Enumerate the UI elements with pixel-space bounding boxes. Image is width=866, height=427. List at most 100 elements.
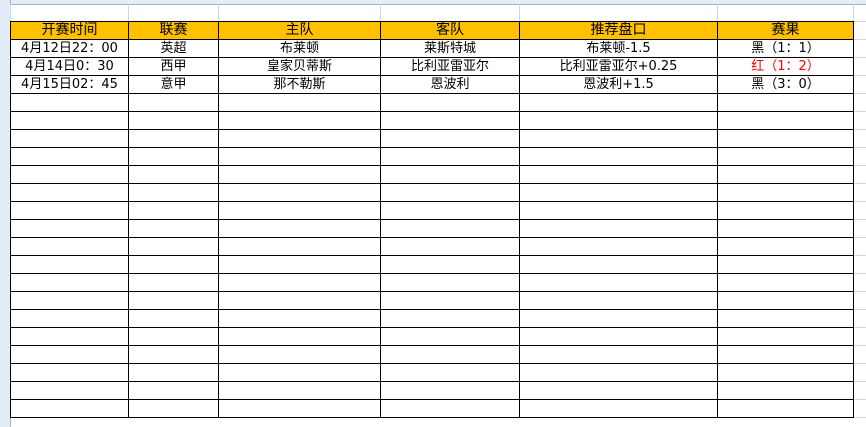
empty-cell[interactable] (717, 255, 854, 274)
empty-cell[interactable] (10, 219, 129, 238)
empty-cell[interactable] (128, 345, 219, 364)
empty-cell[interactable] (10, 129, 129, 148)
empty-cell[interactable] (128, 129, 219, 148)
empty-cell[interactable] (717, 237, 854, 256)
empty-cell[interactable] (10, 255, 129, 274)
empty-cell[interactable] (519, 129, 718, 148)
empty-cell[interactable] (519, 327, 718, 346)
empty-cell[interactable] (218, 93, 381, 112)
empty-cell[interactable] (128, 309, 219, 328)
empty-cell[interactable] (717, 183, 854, 202)
cell-time[interactable]: 4月15日02：45 (10, 75, 129, 94)
cell-home[interactable]: 皇家贝蒂斯 (218, 57, 381, 76)
empty-cell[interactable] (380, 255, 520, 274)
empty-cell[interactable] (519, 183, 718, 202)
empty-cell[interactable] (128, 165, 219, 184)
empty-cell[interactable] (519, 273, 718, 292)
empty-cell[interactable] (10, 327, 129, 346)
empty-cell[interactable] (128, 399, 219, 418)
empty-cell[interactable] (380, 111, 520, 130)
empty-cell[interactable] (218, 309, 381, 328)
cell-away[interactable]: 恩波利 (380, 75, 520, 94)
empty-cell[interactable] (519, 381, 718, 400)
empty-cell[interactable] (380, 147, 520, 166)
empty-cell[interactable] (380, 327, 520, 346)
empty-cell[interactable] (218, 291, 381, 310)
empty-cell[interactable] (519, 363, 718, 382)
cell-time[interactable]: 4月14日0：30 (10, 57, 129, 76)
empty-cell[interactable] (380, 381, 520, 400)
empty-cell[interactable] (128, 201, 219, 220)
empty-cell[interactable] (218, 255, 381, 274)
empty-cell[interactable] (519, 201, 718, 220)
empty-cell[interactable] (10, 345, 129, 364)
empty-cell[interactable] (519, 165, 718, 184)
empty-cell[interactable] (717, 219, 854, 238)
empty-cell[interactable] (380, 183, 520, 202)
empty-cell[interactable] (218, 273, 381, 292)
empty-cell[interactable] (10, 183, 129, 202)
empty-cell[interactable] (717, 201, 854, 220)
empty-cell[interactable] (717, 291, 854, 310)
empty-cell[interactable] (218, 183, 381, 202)
empty-cell[interactable] (10, 399, 129, 418)
empty-cell[interactable] (519, 111, 718, 130)
cell-tip[interactable]: 布莱顿-1.5 (519, 39, 718, 58)
empty-cell[interactable] (717, 111, 854, 130)
empty-cell[interactable] (128, 183, 219, 202)
empty-cell[interactable] (10, 237, 129, 256)
empty-cell[interactable] (128, 93, 219, 112)
empty-cell[interactable] (380, 345, 520, 364)
empty-cell[interactable] (10, 165, 129, 184)
empty-cell[interactable] (218, 327, 381, 346)
empty-cell[interactable] (10, 111, 129, 130)
empty-cell[interactable] (380, 165, 520, 184)
empty-cell[interactable] (519, 291, 718, 310)
empty-cell[interactable] (519, 399, 718, 418)
header-tip[interactable]: 推荐盘口 (519, 21, 718, 40)
empty-cell[interactable] (380, 309, 520, 328)
empty-cell[interactable] (128, 237, 219, 256)
empty-cell[interactable] (10, 93, 129, 112)
cell-result[interactable]: 黑（1：1） (717, 39, 854, 58)
empty-cell[interactable] (128, 363, 219, 382)
cell-result[interactable]: 黑（3：0） (717, 75, 854, 94)
header-result[interactable]: 赛果 (717, 21, 854, 40)
empty-cell[interactable] (519, 237, 718, 256)
cell-league[interactable]: 英超 (128, 39, 219, 58)
empty-cell[interactable] (218, 381, 381, 400)
empty-cell[interactable] (10, 381, 129, 400)
empty-cell[interactable] (380, 399, 520, 418)
empty-cell[interactable] (218, 129, 381, 148)
empty-cell[interactable] (218, 363, 381, 382)
empty-cell[interactable] (380, 93, 520, 112)
empty-cell[interactable] (717, 309, 854, 328)
empty-cell[interactable] (128, 111, 219, 130)
empty-cell[interactable] (218, 111, 381, 130)
empty-cell[interactable] (128, 273, 219, 292)
column-header-bar[interactable] (0, 0, 866, 5)
empty-cell[interactable] (519, 147, 718, 166)
empty-cell[interactable] (218, 219, 381, 238)
empty-cell[interactable] (380, 129, 520, 148)
empty-cell[interactable] (717, 345, 854, 364)
empty-cell[interactable] (10, 363, 129, 382)
empty-cell[interactable] (10, 309, 129, 328)
empty-cell[interactable] (717, 327, 854, 346)
cell-home[interactable]: 布莱顿 (218, 39, 381, 58)
cell-result[interactable]: 红（1：2） (717, 57, 854, 76)
empty-cell[interactable] (380, 363, 520, 382)
header-time[interactable]: 开赛时间 (10, 21, 129, 40)
empty-cell[interactable] (519, 345, 718, 364)
empty-cell[interactable] (128, 381, 219, 400)
cell-tip[interactable]: 恩波利+1.5 (519, 75, 718, 94)
cell-tip[interactable]: 比利亚雷亚尔+0.25 (519, 57, 718, 76)
empty-cell[interactable] (380, 201, 520, 220)
empty-cell[interactable] (519, 93, 718, 112)
header-away[interactable]: 客队 (380, 21, 520, 40)
empty-cell[interactable] (10, 201, 129, 220)
empty-cell[interactable] (128, 291, 219, 310)
empty-cell[interactable] (717, 129, 854, 148)
empty-cell[interactable] (128, 219, 219, 238)
cell-home[interactable]: 那不勒斯 (218, 75, 381, 94)
